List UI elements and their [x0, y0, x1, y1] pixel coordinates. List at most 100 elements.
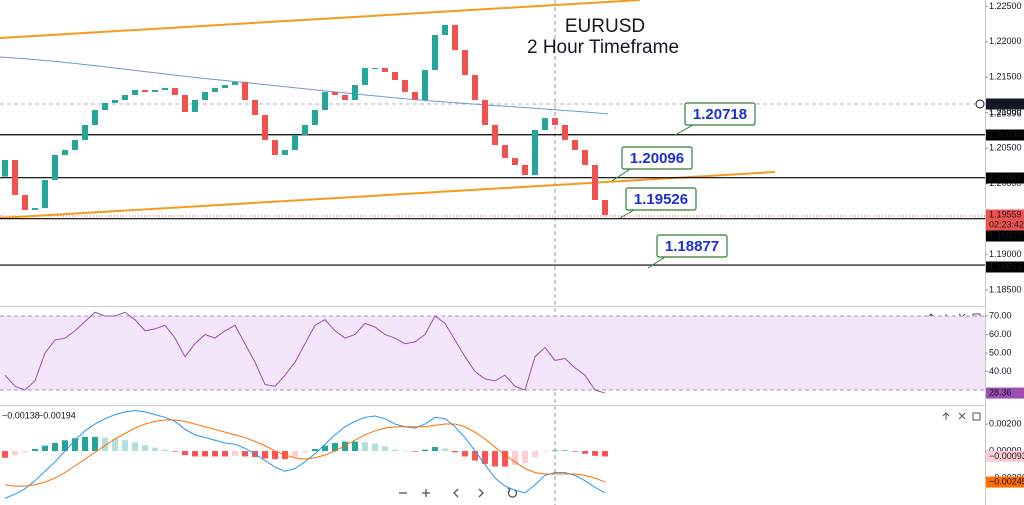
- candle: [412, 91, 418, 101]
- macd-histogram: [32, 449, 38, 452]
- rsi-band: [0, 315, 985, 391]
- macd-histogram: [132, 442, 138, 452]
- callout-label: 1.20718: [693, 106, 747, 123]
- candle: [292, 134, 298, 151]
- rsi-line: [4, 311, 606, 394]
- candle: [502, 145, 508, 159]
- macd-histogram: [2, 451, 8, 458]
- macd-histogram: [562, 450, 568, 452]
- rsi-value-label: 28.36: [989, 387, 1012, 397]
- candle: [312, 110, 318, 125]
- candle: [472, 74, 478, 101]
- candle: [402, 80, 408, 92]
- callout-pointer: [611, 168, 631, 182]
- y-tick-label: 40.00: [989, 366, 1012, 376]
- macd-histogram: [52, 442, 58, 452]
- maximize[interactable]: [972, 412, 981, 421]
- macd-histogram: [422, 449, 428, 452]
- candle: [462, 50, 468, 75]
- move-up[interactable]: [942, 412, 950, 420]
- callout-label: 1.18877: [665, 238, 719, 255]
- macd-histogram: [572, 451, 578, 452]
- macd-histogram: [112, 438, 118, 452]
- macd-histogram: [392, 449, 398, 452]
- macd-histogram: [492, 451, 498, 467]
- price-label: 1.19507: [989, 230, 1022, 240]
- macd-histogram: [272, 451, 278, 460]
- candle: [572, 140, 578, 151]
- scroll-right[interactable]: [478, 488, 484, 498]
- channel-line: [0, 0, 641, 39]
- y-tick-label: 1.22000: [989, 36, 1022, 46]
- candle: [92, 110, 98, 125]
- candle: [222, 84, 228, 89]
- candle: [582, 150, 588, 165]
- scroll-left[interactable]: [453, 488, 459, 498]
- macd-histogram: [502, 451, 508, 467]
- candle: [342, 94, 348, 101]
- candle: [62, 150, 68, 155]
- candle: [392, 71, 398, 81]
- candle: [162, 88, 168, 91]
- price-label-box: [986, 98, 1024, 110]
- macd-histogram: [602, 451, 608, 457]
- macd-histogram: [482, 451, 488, 464]
- price-label-box: [986, 172, 1024, 184]
- callout-box: [656, 234, 728, 258]
- y-tick-label: 1.19000: [989, 249, 1022, 259]
- candle: [232, 81, 238, 85]
- macd-histogram: [322, 445, 328, 452]
- macd-histogram: [82, 436, 88, 452]
- macd-histogram: [542, 451, 548, 452]
- macd-histogram: [72, 438, 78, 452]
- macd-line: [4, 410, 606, 499]
- macd-histogram: [592, 451, 598, 456]
- macd-histogram: [192, 451, 198, 457]
- macd-histogram: [202, 451, 208, 457]
- reset[interactable]: [507, 487, 518, 498]
- price-label-box: [986, 230, 1024, 242]
- signal-value-label: −0.00245: [989, 476, 1024, 486]
- candle: [322, 91, 328, 111]
- macd-histogram: [552, 450, 558, 452]
- candle: [262, 114, 268, 141]
- price-label: 1.18853: [989, 261, 1022, 271]
- chart-title: EURUSD: [565, 16, 645, 37]
- macd-histogram: [172, 451, 178, 452]
- macd-histogram: [452, 451, 458, 453]
- candle: [212, 88, 218, 92]
- callout-box: [621, 146, 693, 170]
- y-tick-label: 1.21000: [989, 107, 1022, 117]
- callout-label: 1.20096: [630, 150, 684, 167]
- close[interactable]: [958, 412, 966, 420]
- candle: [332, 91, 338, 95]
- candle: [592, 164, 598, 201]
- channel-line: [0, 171, 776, 219]
- macd-histogram: [332, 442, 338, 452]
- candle: [202, 91, 208, 101]
- macd-histogram: [302, 451, 308, 453]
- price-label-box: [986, 219, 1024, 231]
- macd-histogram: [222, 451, 228, 457]
- y-tick-label: 1.18500: [989, 284, 1022, 294]
- candle: [132, 90, 138, 95]
- candle: [552, 118, 558, 125]
- y-tick-label: 1.21500: [989, 72, 1022, 82]
- macd-histogram: [262, 451, 268, 459]
- candle: [192, 100, 198, 112]
- macd-histogram: [62, 440, 68, 452]
- candle: [602, 200, 608, 215]
- price-label: 1.20085: [989, 172, 1022, 182]
- macd-histogram: [342, 441, 348, 452]
- macd-histogram: [372, 443, 378, 452]
- hist-value-label: −0.00093: [989, 451, 1024, 461]
- macd-histogram: [142, 444, 148, 452]
- candle: [372, 68, 378, 70]
- candle: [102, 102, 108, 111]
- candle: [442, 24, 448, 35]
- price-label-box: [986, 261, 1024, 273]
- macd-histogram: [92, 436, 98, 452]
- zoom-in[interactable]: [422, 489, 430, 497]
- candle: [52, 154, 58, 181]
